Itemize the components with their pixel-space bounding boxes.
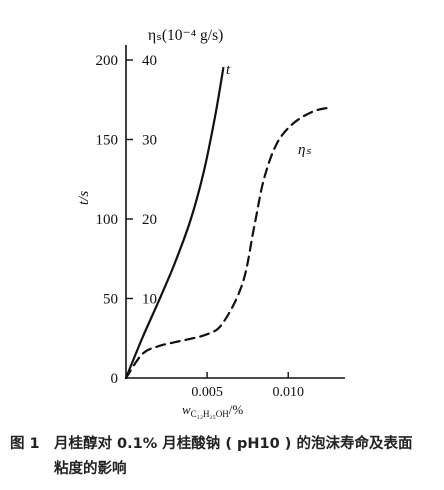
y-left-tick-label: 150 bbox=[96, 133, 119, 149]
y-right-ticks: 10 20 30 40 bbox=[142, 53, 157, 308]
y-left-tick-label: 200 bbox=[96, 53, 119, 69]
y-axis-left-label: t/s bbox=[76, 191, 92, 205]
series-label-eta: ηₛ bbox=[298, 142, 311, 158]
y-left-tick-label: 100 bbox=[96, 212, 119, 228]
figure-number: 图 1 bbox=[10, 436, 40, 452]
y-left-tick-label: 0 bbox=[111, 371, 119, 387]
y-axis-right-label: ηₛ(10⁻⁴ g/s) bbox=[148, 27, 223, 44]
y-right-tick-label: 20 bbox=[142, 212, 157, 228]
y-right-tick-label: 30 bbox=[142, 133, 157, 149]
caption-line-2: 粘度的影响 bbox=[54, 461, 127, 477]
axes bbox=[125, 45, 345, 379]
y-right-tick-label: 40 bbox=[142, 53, 157, 69]
caption-line-1: 月桂醇对 0.1% 月桂酸钠 ( pH10 ) 的泡沫寿命及表面 bbox=[54, 436, 413, 452]
x-tick-label: 0.010 bbox=[272, 385, 304, 400]
figure-caption: 图 1 月桂醇对 0.1% 月桂酸钠 ( pH10 ) 的泡沫寿命及表面 粘度的影… bbox=[10, 432, 434, 482]
x-axis-label: wC₁₂H₂₅OH/% bbox=[182, 402, 243, 419]
series-label-t: t bbox=[226, 62, 231, 78]
y-right-tick-label: 10 bbox=[142, 292, 157, 308]
y-left-ticks: 0 50 100 150 200 bbox=[96, 53, 133, 387]
x-ticks: 0.005 0.010 bbox=[191, 372, 304, 400]
axis-labels: t/s ηₛ(10⁻⁴ g/s) wC₁₂H₂₅OH/% t ηₛ bbox=[76, 27, 311, 419]
series-layer bbox=[124, 66, 330, 380]
y-left-tick-label: 50 bbox=[103, 292, 118, 308]
series-line-eta bbox=[124, 106, 330, 380]
chart: 0 50 100 150 200 10 20 30 40 0.005 0.010 t/s ηₛ(… bbox=[76, 27, 345, 419]
x-tick-label: 0.005 bbox=[191, 385, 223, 400]
series-line-t bbox=[124, 66, 225, 380]
